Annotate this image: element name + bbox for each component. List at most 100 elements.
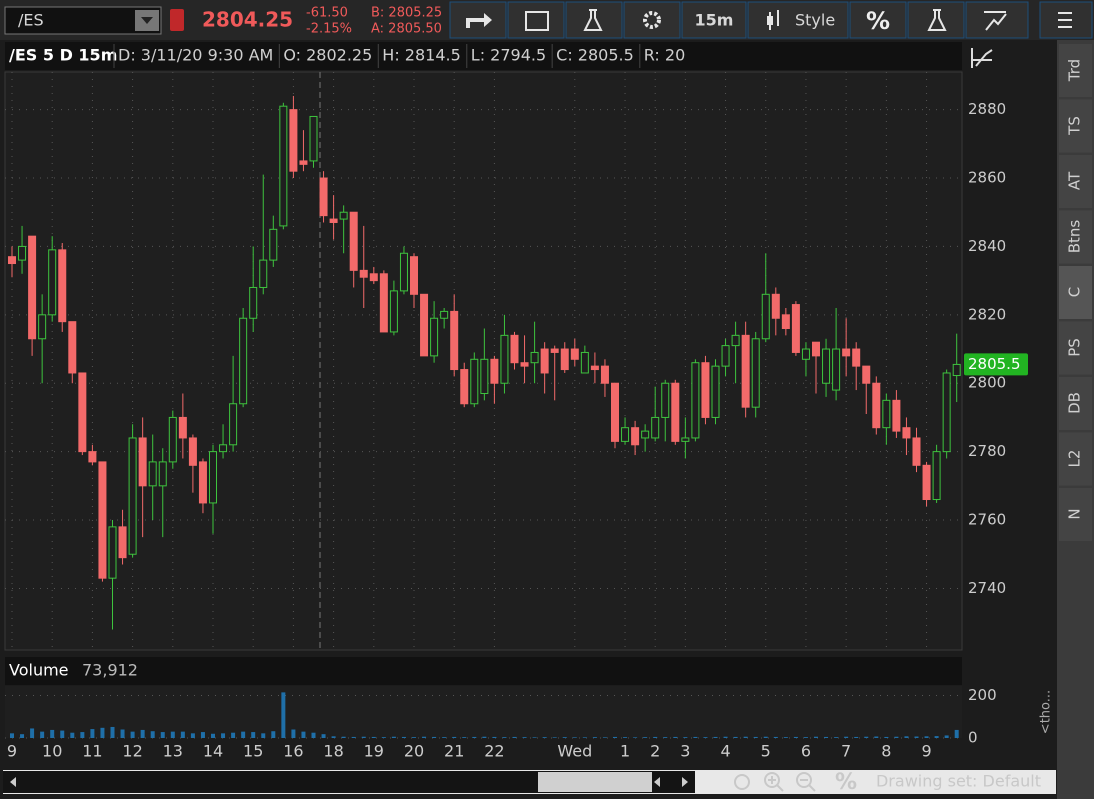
percent-toggle[interactable]: % (835, 770, 857, 795)
candle-body (259, 259, 268, 288)
net-change: -61.50 (306, 6, 348, 21)
y-tick-label: 2740 (968, 579, 1006, 597)
side-tab[interactable] (1059, 44, 1092, 97)
volume-bar (452, 736, 457, 738)
volume-bar (592, 737, 597, 738)
y-tick-label: 2860 (968, 169, 1006, 187)
volume-bar (130, 731, 135, 738)
side-tab-label[interactable]: DB (1066, 392, 1084, 414)
candle-body (470, 358, 479, 405)
scroll-track[interactable] (3, 771, 695, 793)
side-tab[interactable] (1059, 210, 1092, 264)
side-tab[interactable] (1059, 99, 1092, 153)
percent-button[interactable] (849, 1, 907, 39)
candle-body (269, 228, 278, 261)
candle-body (108, 526, 117, 579)
studies2-button[interactable] (907, 1, 965, 39)
candle-body (379, 273, 388, 333)
volume-bar (532, 737, 537, 738)
side-tab-label[interactable]: C (1066, 287, 1084, 297)
candle-body (18, 245, 27, 261)
flask2-icon (927, 9, 947, 31)
candle-body (178, 416, 187, 439)
candle-body (771, 293, 780, 319)
candle-body (209, 451, 217, 504)
candle-body (590, 365, 599, 371)
candle-body (922, 464, 931, 501)
side-tab[interactable] (1059, 432, 1092, 486)
candle-body (812, 341, 820, 357)
candle-body (299, 160, 308, 165)
volume-bar (100, 727, 105, 738)
volume-bar (261, 733, 266, 738)
side-tab[interactable] (1059, 321, 1092, 375)
volume-bar (211, 733, 215, 738)
candle-body (158, 461, 167, 487)
candle-body (661, 382, 670, 418)
side-tab-label[interactable]: Trd (1066, 59, 1084, 82)
header-item: D: 3/11/20 9:30 AM (118, 46, 273, 65)
alert-badge[interactable] (170, 9, 184, 31)
side-tab-label[interactable]: PS (1066, 338, 1084, 357)
side-tab[interactable] (1059, 155, 1092, 208)
volume-note: <tho... (1039, 690, 1054, 734)
x-tick-label: 22 (484, 742, 504, 761)
volume-bar (341, 736, 346, 738)
drawing-button[interactable] (965, 1, 1029, 39)
header-item: H: 2814.5 (382, 46, 461, 65)
candle-body (369, 273, 378, 282)
flask-icon (583, 9, 603, 31)
percent-label[interactable]: % (866, 7, 890, 35)
side-tab-label[interactable]: N (1066, 508, 1084, 519)
volume-bar (884, 736, 889, 738)
candle-body (600, 365, 609, 384)
volume-bar (271, 731, 276, 738)
zoom-controls[interactable] (734, 772, 816, 792)
candle-body (942, 372, 951, 453)
volume-bar (221, 733, 226, 738)
volume-bar (954, 729, 959, 738)
scroll-thumb[interactable] (538, 772, 652, 792)
interval[interactable]: 15m (695, 11, 734, 30)
candle-body (862, 365, 871, 384)
candle-body (681, 437, 690, 442)
volume-bar (190, 733, 195, 738)
interval-button[interactable] (681, 1, 747, 39)
candle-body (761, 293, 770, 340)
volume-bar (361, 736, 366, 738)
side-tab[interactable] (1059, 377, 1092, 430)
drawing-tool-icon[interactable] (971, 48, 993, 68)
candle-body (309, 115, 318, 162)
candle-body (721, 345, 730, 367)
drawing-set[interactable]: Drawing set: Default (876, 772, 1041, 791)
gear-icon (643, 11, 661, 29)
candle-body (621, 427, 630, 442)
info-button[interactable] (507, 1, 565, 39)
style-label[interactable]: Style (795, 11, 835, 30)
volume-bar (934, 736, 939, 738)
candle-body (399, 252, 408, 292)
studies-button[interactable] (565, 1, 623, 39)
volume-bar (150, 731, 155, 738)
side-tab[interactable] (1059, 488, 1092, 541)
candle-body (339, 211, 348, 220)
candle-body (480, 358, 489, 394)
candle-body (510, 334, 519, 364)
candle-body (289, 109, 298, 172)
volume-bar (120, 729, 125, 738)
symbol[interactable]: /ES (18, 11, 44, 30)
side-tab-label[interactable]: TS (1066, 116, 1084, 136)
side-tab-label[interactable]: L2 (1066, 450, 1084, 468)
volume-bar (693, 736, 698, 738)
y-tick-label: 2800 (968, 374, 1006, 392)
candle-body (78, 372, 87, 453)
side-tab[interactable] (1059, 266, 1092, 319)
volume-bar (30, 728, 35, 738)
style-button[interactable] (747, 1, 849, 39)
side-tab-label[interactable]: AT (1066, 171, 1084, 190)
side-tab-label[interactable]: Btns (1066, 220, 1084, 254)
candle-body (460, 369, 469, 405)
y-tick-label: 2760 (968, 511, 1006, 529)
candle-body (118, 526, 127, 559)
settings-button[interactable] (623, 1, 681, 39)
